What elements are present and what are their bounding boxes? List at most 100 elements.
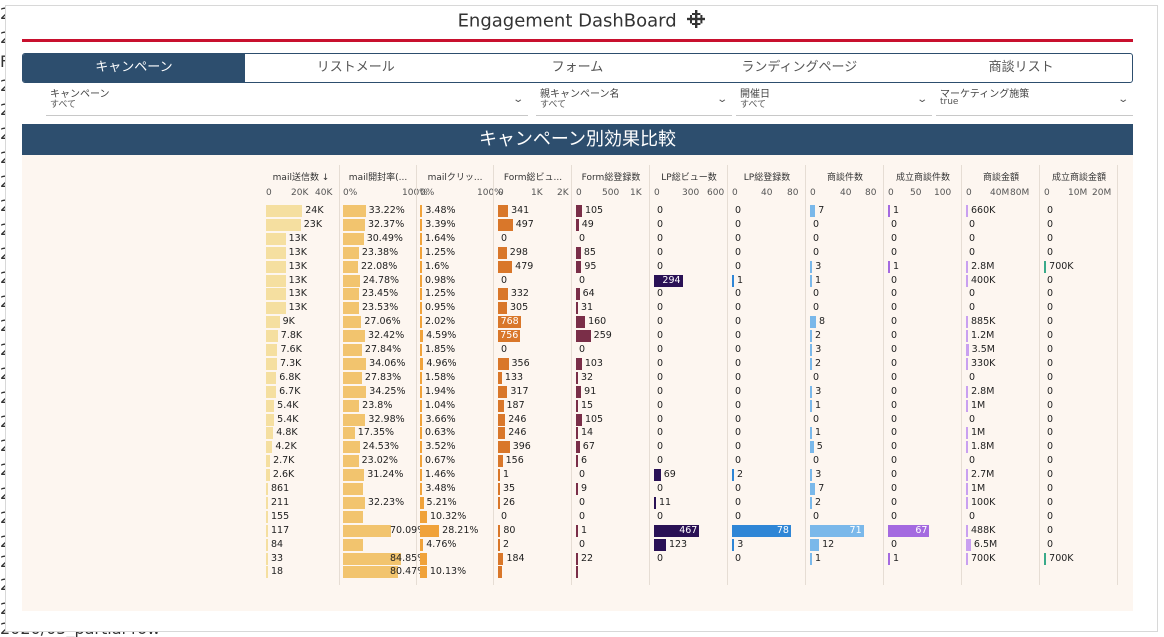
data-bar[interactable]	[810, 496, 812, 509]
filter-campaign[interactable]: キャンペーン すべて ⌄	[46, 84, 528, 116]
data-bar[interactable]	[576, 552, 578, 565]
data-bar[interactable]	[576, 371, 578, 384]
data-bar[interactable]	[266, 232, 286, 245]
data-bar[interactable]	[343, 566, 398, 579]
data-bar[interactable]	[498, 469, 500, 482]
data-bar[interactable]	[966, 524, 968, 537]
data-bar[interactable]	[732, 524, 791, 537]
data-bar[interactable]	[966, 538, 971, 551]
data-bar[interactable]	[266, 510, 268, 523]
chevron-down-icon[interactable]: ⌄	[1116, 94, 1129, 105]
column-header[interactable]: mail開封率(...	[348, 173, 408, 183]
data-bar[interactable]	[498, 413, 506, 426]
data-bar[interactable]	[966, 316, 968, 329]
data-bar[interactable]	[810, 469, 813, 482]
tab-campaign[interactable]: キャンペーン	[23, 54, 245, 82]
data-bar[interactable]	[576, 455, 578, 468]
data-bar[interactable]	[1044, 260, 1047, 273]
data-bar[interactable]	[266, 246, 286, 259]
data-bar[interactable]	[343, 330, 366, 343]
data-bar[interactable]	[343, 552, 401, 565]
data-bar[interactable]	[266, 441, 273, 454]
data-bar[interactable]	[654, 524, 700, 537]
data-bar[interactable]	[654, 538, 666, 551]
tab-list-mail[interactable]: リストメール	[316, 60, 395, 75]
data-bar[interactable]	[498, 302, 508, 315]
data-bar[interactable]	[266, 469, 270, 482]
data-bar[interactable]	[343, 246, 359, 259]
data-bar[interactable]	[343, 455, 359, 468]
data-bar[interactable]	[498, 496, 500, 509]
data-bar[interactable]	[810, 441, 814, 454]
data-bar[interactable]	[498, 205, 509, 217]
data-bar[interactable]	[420, 260, 422, 273]
data-bar[interactable]	[810, 260, 813, 273]
chevron-down-icon[interactable]: ⌄	[511, 94, 524, 105]
data-bar[interactable]	[654, 496, 656, 509]
data-bar[interactable]	[966, 260, 969, 273]
chevron-down-icon[interactable]: ⌄	[715, 94, 728, 105]
data-bar[interactable]	[966, 205, 968, 217]
data-bar[interactable]	[498, 316, 521, 329]
data-bar[interactable]	[266, 218, 301, 231]
data-bar[interactable]	[343, 483, 364, 495]
data-bar[interactable]	[420, 232, 422, 245]
data-bar[interactable]	[420, 483, 423, 495]
column-header[interactable]: LP総登録数	[743, 173, 791, 183]
data-bar[interactable]	[343, 413, 366, 426]
data-bar[interactable]	[343, 399, 360, 412]
data-bar[interactable]	[266, 524, 268, 537]
data-bar[interactable]	[266, 316, 280, 329]
column-header[interactable]: mailクリッ...	[427, 173, 483, 183]
data-bar[interactable]	[420, 205, 423, 217]
data-bar[interactable]	[420, 246, 422, 259]
data-bar[interactable]	[498, 385, 508, 398]
data-bar[interactable]	[266, 385, 277, 398]
data-bar[interactable]	[420, 552, 427, 565]
data-bar[interactable]	[420, 288, 422, 301]
data-bar[interactable]	[266, 302, 286, 315]
data-bar[interactable]	[420, 566, 427, 579]
data-bar[interactable]	[266, 330, 278, 343]
data-bar[interactable]	[343, 524, 391, 537]
data-bar[interactable]	[576, 427, 578, 440]
data-bar[interactable]	[420, 371, 422, 384]
data-bar[interactable]	[343, 344, 362, 356]
data-bar[interactable]	[498, 330, 521, 343]
column-header[interactable]: LP総ビュー数	[661, 173, 717, 183]
data-bar[interactable]	[498, 441, 510, 454]
data-bar[interactable]	[420, 469, 422, 482]
tab-deal-list[interactable]: 商談リスト	[988, 60, 1054, 75]
data-bar[interactable]	[343, 302, 359, 315]
data-bar[interactable]	[810, 344, 813, 356]
data-bar[interactable]	[810, 385, 813, 398]
data-bar[interactable]	[966, 385, 969, 398]
data-bar[interactable]	[654, 274, 683, 287]
data-bar[interactable]	[576, 483, 578, 495]
data-bar[interactable]	[266, 483, 268, 495]
data-bar[interactable]	[810, 552, 812, 565]
data-bar[interactable]	[498, 552, 504, 565]
data-bar[interactable]	[420, 524, 440, 537]
data-bar[interactable]	[266, 427, 274, 440]
data-bar[interactable]	[498, 524, 501, 537]
tab-form[interactable]: フォーム	[551, 60, 604, 75]
data-bar[interactable]	[420, 357, 424, 370]
data-bar[interactable]	[420, 496, 424, 509]
data-bar[interactable]	[576, 260, 582, 273]
data-bar[interactable]	[810, 427, 812, 440]
data-bar[interactable]	[498, 538, 500, 551]
data-bar[interactable]	[966, 344, 969, 356]
data-bar[interactable]	[266, 413, 275, 426]
data-bar[interactable]	[343, 469, 365, 482]
data-bar[interactable]	[420, 274, 422, 287]
data-bar[interactable]	[498, 218, 513, 231]
data-bar[interactable]	[888, 205, 890, 217]
data-bar[interactable]	[420, 441, 423, 454]
data-bar[interactable]	[498, 288, 508, 301]
data-bar[interactable]	[966, 399, 968, 412]
data-bar[interactable]	[266, 455, 271, 468]
data-bar[interactable]	[966, 427, 968, 440]
data-bar[interactable]	[888, 260, 890, 273]
data-bar[interactable]	[420, 330, 424, 343]
